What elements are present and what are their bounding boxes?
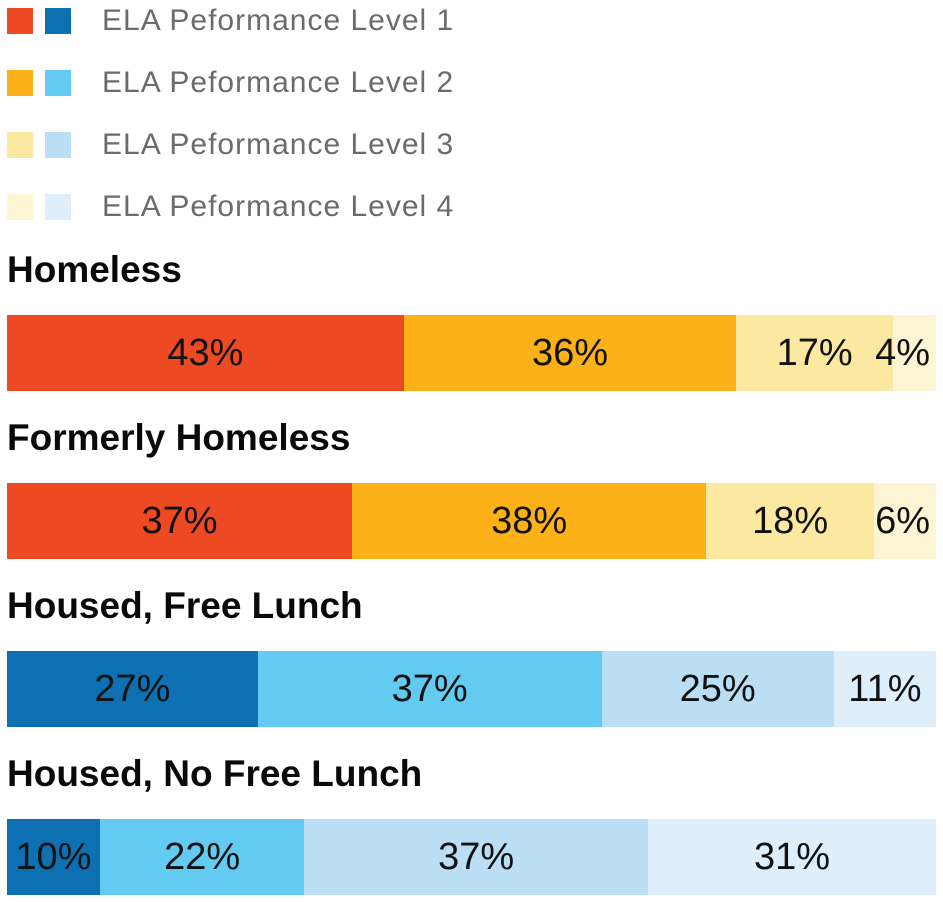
legend-swatch-warm: [7, 194, 33, 220]
bar-groups: Homeless 43% 36% 17% 4% Formerly Homeles…: [7, 250, 936, 895]
bar-segment-value: 22%: [164, 835, 241, 878]
bar-segment-value: 37%: [391, 667, 468, 710]
bar-segment: 27%: [7, 651, 258, 727]
bar-segment: 37%: [304, 819, 649, 895]
bar-segment: 11%: [833, 651, 936, 727]
bar-segment-value: 25%: [679, 667, 756, 710]
bar-group: Homeless 43% 36% 17% 4%: [7, 250, 936, 391]
legend-swatch-warm: [7, 8, 33, 34]
bar-group-label: Housed, Free Lunch: [7, 585, 363, 626]
bar-segment-value: 43%: [167, 331, 244, 374]
legend: ELA Peformance Level 1 ELA Peformance Le…: [7, 4, 936, 223]
legend-item: ELA Peformance Level 3: [7, 128, 936, 161]
bar-group-label: Formerly Homeless: [7, 417, 351, 458]
bar-segment: 25%: [601, 651, 834, 727]
bar-group-label: Homeless: [7, 249, 182, 290]
bar-segment-value: 31%: [753, 835, 831, 878]
bar-segment: 38%: [351, 483, 707, 559]
legend-item: ELA Peformance Level 4: [7, 190, 936, 223]
bar-group: Housed, No Free Lunch 10% 22% 37% 31%: [7, 754, 936, 895]
bar-segment: 18%: [706, 483, 875, 559]
bar-segment: 6%: [874, 483, 936, 559]
bar-segment: 31%: [648, 819, 936, 895]
bar-segment-value: 18%: [752, 499, 829, 542]
bar-group-label: Housed, No Free Lunch: [7, 753, 423, 794]
bar-segment: 17%: [736, 315, 894, 391]
legend-swatch-cool: [45, 132, 71, 158]
stacked-bar: 27% 37% 25% 11%: [7, 651, 936, 727]
bar-segment: 36%: [403, 315, 737, 391]
legend-swatch-cool: [45, 70, 71, 96]
bar-segment-value: 37%: [438, 835, 515, 878]
legend-item: ELA Peformance Level 1: [7, 4, 936, 37]
legend-swatch-warm: [7, 70, 33, 96]
bar-segment: 37%: [7, 483, 352, 559]
legend-item-label: ELA Peformance Level 3: [102, 128, 455, 161]
legend-swatch-cool: [45, 194, 71, 220]
bar-segment-value: 10%: [15, 835, 92, 878]
stacked-bar: 37% 38% 18% 6%: [7, 483, 936, 559]
bar-segment-value: 38%: [491, 499, 568, 542]
bar-segment-value: 4%: [875, 331, 930, 374]
bar-group: Formerly Homeless 37% 38% 18% 6%: [7, 418, 936, 559]
bar-segment-value: 36%: [532, 331, 609, 374]
bar-segment-value: 11%: [848, 667, 922, 710]
bar-segment-value: 6%: [875, 499, 930, 542]
bar-segment: 37%: [257, 651, 602, 727]
bar-segment-value: 27%: [94, 667, 171, 710]
bar-segment-value: 37%: [141, 499, 218, 542]
bar-group: Housed, Free Lunch 27% 37% 25% 11%: [7, 586, 936, 727]
legend-item: ELA Peformance Level 2: [7, 66, 936, 99]
legend-swatch-cool: [45, 8, 71, 34]
bar-segment: 10%: [7, 819, 100, 895]
legend-item-label: ELA Peformance Level 1: [102, 4, 455, 37]
bar-segment: 4%: [875, 315, 936, 391]
legend-item-label: ELA Peformance Level 4: [102, 190, 455, 223]
bar-segment-value: 17%: [776, 331, 853, 374]
bar-segment: 43%: [7, 315, 404, 391]
bar-segment: 22%: [99, 819, 305, 895]
stacked-bar: 43% 36% 17% 4%: [7, 315, 936, 391]
legend-swatch-warm: [7, 132, 33, 158]
legend-item-label: ELA Peformance Level 2: [102, 66, 455, 99]
stacked-bar: 10% 22% 37% 31%: [7, 819, 936, 895]
